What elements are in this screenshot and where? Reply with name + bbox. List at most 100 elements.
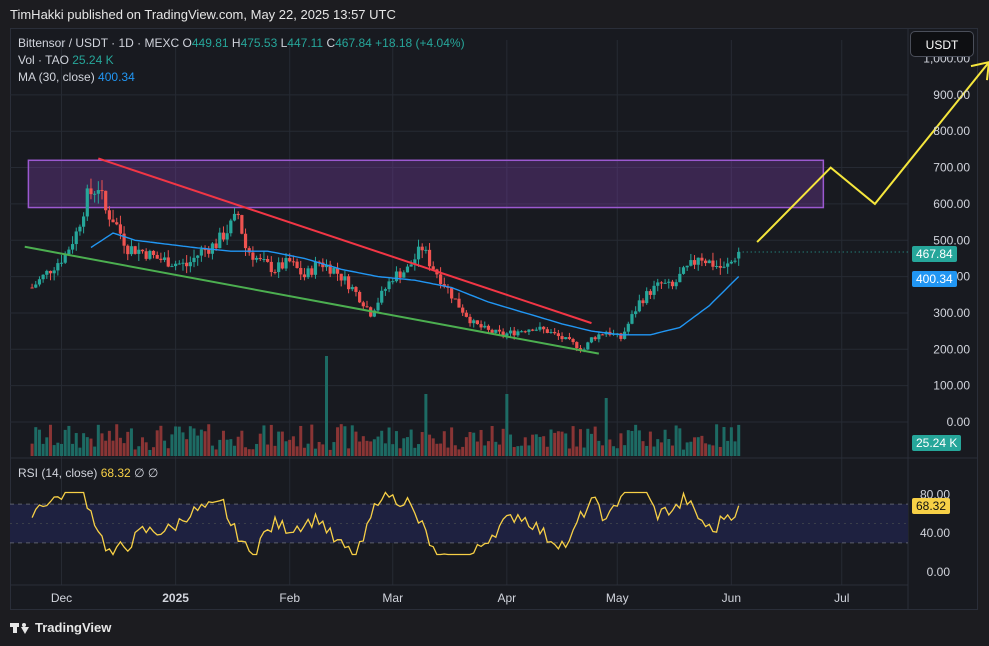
volume-bar [328,449,332,456]
candle-body [122,233,126,246]
volume-bar [185,439,189,456]
volume-bar [405,437,409,456]
candle-body [240,215,244,234]
o-label: O [182,36,192,50]
ma-value: 400.34 [98,70,135,84]
volume-bar [122,443,126,456]
candle-body [538,326,542,330]
volume-bar [166,448,170,456]
candle-body [324,264,329,268]
volume-bar [48,424,52,456]
volume-bar [82,433,86,456]
candle-body [663,282,667,284]
candle-body [468,316,472,324]
volume-bar [111,440,115,456]
volume-bar [221,430,225,456]
h-label: H [231,36,241,50]
volume-bar [494,441,498,456]
candle-body [645,291,649,304]
volume-bar [266,444,270,456]
volume-bar [181,432,185,456]
volume-bar [656,439,660,456]
candle-body [313,261,318,275]
candle-body [251,252,255,260]
volume-bar [612,446,616,456]
candle-body [56,263,60,271]
candle-body [63,254,67,263]
candle-body [74,231,78,245]
candle-body [634,311,638,315]
rsi-label: RSI (14, close) [18,466,98,480]
volume-bar [630,430,634,456]
candle-body [586,342,590,350]
volume-bar [413,447,417,456]
volume-bar [240,430,244,456]
y-tick-label: 200.00 [933,342,970,356]
volume-bar [332,442,336,456]
candle-body [394,271,399,282]
candle-body [89,188,93,195]
volume-bar [497,444,501,456]
candle-body [527,329,531,332]
volume-bar [509,434,513,456]
candle-body [707,260,711,264]
volume-bar [667,439,671,456]
volume-bar [118,437,122,456]
o-value: 449.81 [191,36,229,50]
candle-body [685,265,689,268]
c-label: C [326,36,336,50]
volume-bar [45,437,49,456]
volume-bar [549,429,553,456]
candle-body [262,258,266,260]
volume-bar [615,448,619,456]
volume-bar [409,429,413,456]
candle-body [59,262,64,264]
candle-body [457,298,461,308]
grid-layer [10,28,978,610]
volume-bar [358,441,362,456]
volume-bar [387,427,391,456]
candle-body [343,276,347,281]
candle-body [637,300,641,312]
volume-bar [571,426,575,456]
volume-bar [126,431,130,456]
candle-body [299,267,303,275]
volume-bar [60,443,64,456]
currency-button[interactable]: USDT [910,31,974,57]
candle-body [30,287,34,289]
candle-body [41,274,45,280]
candle-body [531,329,535,331]
volume-bar [394,431,398,456]
candle-body [523,331,527,333]
candle-body [600,334,605,336]
volume-bar [93,446,97,456]
candle-body [597,334,601,340]
candle-body [703,260,708,264]
candle-body [67,249,71,255]
candle-body [332,267,336,274]
volume-bar [505,394,509,456]
volume-bar [722,427,726,456]
symbol-label: Bittensor / USDT · 1D · MEXC [18,36,180,50]
volume-bar [527,445,531,456]
candle-body [358,291,362,303]
candle-body [310,268,314,275]
volume-bar [674,425,678,456]
volume-bar [34,427,38,456]
volume-bar [207,424,211,456]
candle-body [148,250,152,259]
candle-body [185,262,189,267]
volume-bar [575,446,579,456]
volume-bar [589,433,593,456]
volume-bar [682,449,685,456]
volume-bar [641,441,645,456]
footer-brand[interactable]: TradingView [10,620,111,635]
candle-body [405,266,410,273]
volume-bar [567,448,571,456]
y-tick-label: 0.00 [947,415,971,429]
candle-body [37,279,42,285]
volume-bar [715,424,719,456]
y-tick-label: 700.00 [933,161,970,175]
candle-body [365,306,369,308]
volume-bar [726,440,730,456]
